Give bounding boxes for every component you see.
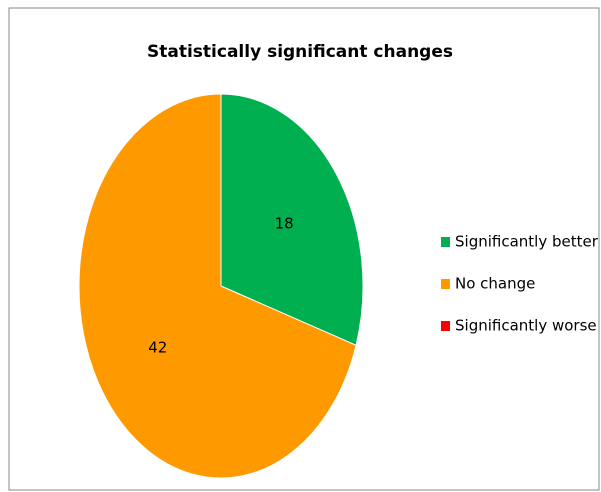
data-label: 18 <box>275 214 294 232</box>
chart-title: Statistically significant changes <box>147 42 453 62</box>
legend-label: Significantly better <box>455 233 599 251</box>
legend-label: Significantly worse <box>455 317 597 335</box>
legend-label: No change <box>455 275 535 293</box>
legend-swatch <box>441 321 450 331</box>
pie-slice <box>220 93 364 347</box>
pie-slice <box>78 93 357 479</box>
data-label: 42 <box>148 339 167 357</box>
legend-swatch <box>441 279 450 289</box>
legend-swatch <box>441 237 450 247</box>
